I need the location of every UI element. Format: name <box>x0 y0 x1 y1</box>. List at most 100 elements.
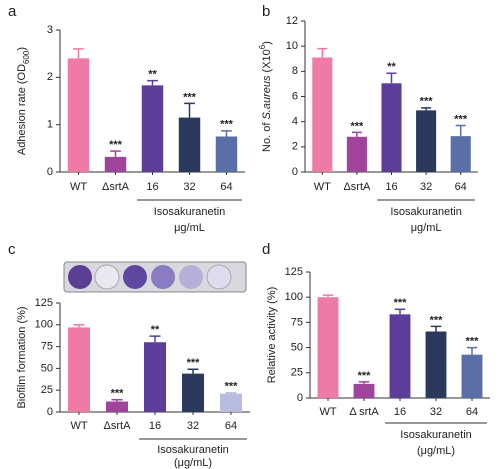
y-tick-label: 50 <box>291 342 303 354</box>
bar <box>178 117 201 172</box>
x-tick-label: WT <box>314 181 331 193</box>
x-tick-label: 16 <box>146 181 158 193</box>
y-tick-label: 0 <box>297 392 303 404</box>
error-bar <box>73 324 85 328</box>
bar <box>143 342 167 412</box>
y-axis-label-part: (X10 <box>261 49 273 75</box>
error-bar <box>430 325 442 332</box>
group-label: Isosakuranetin <box>157 444 229 456</box>
y-tick-label: 2 <box>47 71 53 83</box>
x-tick-label: ΔsrtA <box>104 420 132 432</box>
x-tick-label: 32 <box>183 181 195 193</box>
group-label: Isosakuranetin <box>390 206 462 218</box>
error-bar <box>421 107 432 111</box>
y-axis-label-part: Relative activity (%) <box>266 287 278 384</box>
bar <box>381 83 402 172</box>
significance-label: *** <box>420 96 434 108</box>
y-axis-label-part: ) <box>16 47 28 51</box>
group-label: μg/mL <box>411 222 442 234</box>
error-bar <box>147 79 158 86</box>
group-label: Isosakuranetin <box>400 429 472 441</box>
bar <box>215 136 238 172</box>
y-axis-label-part: Biofilm formation (%) <box>16 306 28 408</box>
group-label: Isosakuranetin <box>154 206 226 218</box>
y-tick-label: 0 <box>47 406 53 418</box>
y-tick-label: 100 <box>285 291 303 303</box>
bar <box>141 85 164 172</box>
bar <box>425 331 447 398</box>
bar <box>353 383 375 398</box>
bar <box>416 110 437 172</box>
significance-label: *** <box>394 297 408 309</box>
error-bar <box>184 102 195 118</box>
x-tick-label: 16 <box>394 406 406 418</box>
significance-label: *** <box>183 91 197 103</box>
bar <box>104 156 127 172</box>
y-tick-label: 4 <box>292 116 298 128</box>
significance-label: *** <box>430 314 444 326</box>
x-tick-label: 16 <box>385 181 397 193</box>
bar <box>67 58 90 172</box>
error-bar <box>317 47 328 58</box>
x-tick-label: 32 <box>420 181 432 193</box>
y-tick-label: 25 <box>41 384 53 396</box>
error-bar <box>149 335 161 343</box>
y-tick-label: 0 <box>47 166 53 178</box>
y-tick-label: 50 <box>41 362 53 374</box>
x-tick-label: WT <box>319 406 336 418</box>
y-tick-label: 125 <box>35 297 53 309</box>
x-tick-label: Δ srtA <box>349 406 379 418</box>
y-axis-label-part: No. of <box>261 120 273 152</box>
error-bar <box>386 72 397 84</box>
bar <box>219 393 243 412</box>
error-bar <box>111 399 123 402</box>
significance-label: ** <box>148 69 157 81</box>
x-tick-label: WT <box>70 181 87 193</box>
panel-label: d <box>262 241 270 258</box>
y-tick-label: 75 <box>41 341 53 353</box>
error-bar <box>351 131 362 137</box>
x-tick-label: WT <box>70 420 87 432</box>
x-tick-label: 64 <box>225 420 237 432</box>
x-tick-label: 64 <box>455 181 467 193</box>
y-tick-label: 3 <box>47 24 53 36</box>
y-tick-label: 1 <box>47 119 53 131</box>
panel-label: c <box>8 241 16 258</box>
significance-label: *** <box>454 113 468 125</box>
y-axis-label-part: S.aureus <box>261 75 273 120</box>
x-tick-label: 64 <box>220 181 232 193</box>
bar <box>317 297 339 398</box>
significance-label: *** <box>220 119 234 131</box>
bar <box>346 136 367 172</box>
y-axis-label-part: 6 <box>258 44 267 49</box>
bar <box>105 401 129 412</box>
x-tick-label: 32 <box>430 406 442 418</box>
y-tick-label: 125 <box>285 266 303 278</box>
x-tick-label: 32 <box>187 420 199 432</box>
y-axis-label: Biofilm formation (%) <box>16 306 28 408</box>
significance-label: *** <box>350 120 364 132</box>
y-tick-label: 2 <box>292 141 298 153</box>
x-tick-label: 64 <box>466 406 478 418</box>
error-bar <box>322 294 334 298</box>
y-tick-label: 25 <box>291 367 303 379</box>
y-axis-label: Relative activity (%) <box>266 287 278 384</box>
y-axis-label: No. of S.aureus (X106) <box>258 41 273 152</box>
bar <box>389 314 411 398</box>
y-tick-label: 8 <box>292 65 298 77</box>
significance-label: *** <box>109 139 123 151</box>
well-plate-image <box>63 261 247 293</box>
error-bar <box>73 48 84 59</box>
error-bar <box>394 308 406 315</box>
bar <box>450 136 471 172</box>
group-label: μg/mL <box>174 222 205 234</box>
bar <box>181 373 205 412</box>
y-tick-label: 10 <box>286 40 298 52</box>
error-bar <box>225 392 237 394</box>
y-axis-label-part: Adhesion rate (OD <box>16 64 28 155</box>
error-bar <box>187 368 199 374</box>
y-tick-label: 12 <box>286 15 298 27</box>
y-tick-label: 0 <box>292 166 298 178</box>
